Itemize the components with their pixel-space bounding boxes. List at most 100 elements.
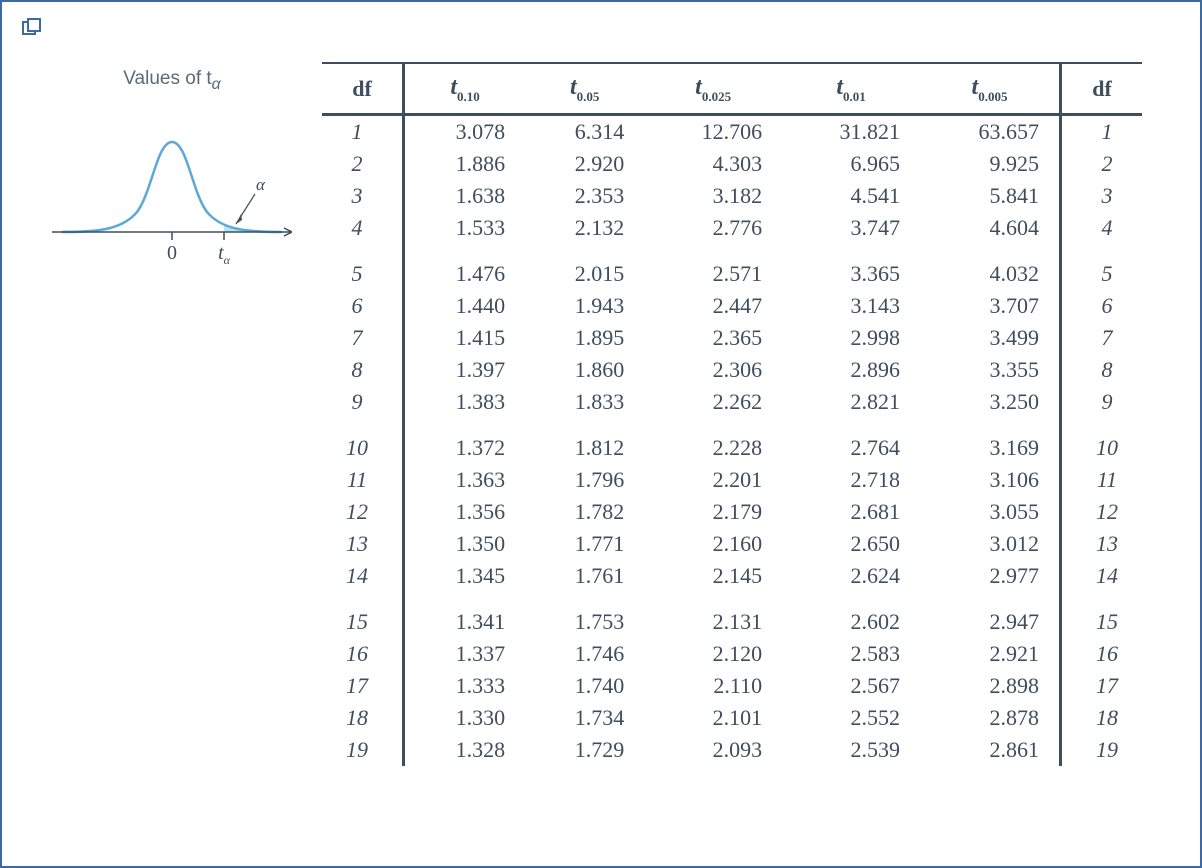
value-cell: 2.262 <box>644 386 782 418</box>
table-row: 131.3501.7712.1602.6503.01213 <box>322 528 1142 560</box>
value-cell: 2.353 <box>525 180 644 212</box>
table-row: 151.3411.7532.1312.6022.94715 <box>322 606 1142 638</box>
value-cell: 3.182 <box>644 180 782 212</box>
header-df-right: df <box>1061 63 1143 115</box>
df-cell-right: 5 <box>1061 258 1143 290</box>
value-cell: 3.250 <box>920 386 1061 418</box>
value-cell: 1.943 <box>525 290 644 322</box>
value-cell: 2.718 <box>782 464 920 496</box>
value-cell: 2.228 <box>644 432 782 464</box>
header-alpha-005: t0.05 <box>525 63 644 115</box>
table-row: 181.3301.7342.1012.5522.87818 <box>322 702 1142 734</box>
df-cell-left: 8 <box>322 354 404 386</box>
value-cell: 2.947 <box>920 606 1061 638</box>
left-panel: Values of tα 0 <box>42 62 302 766</box>
value-cell: 1.363 <box>404 464 526 496</box>
value-cell: 1.895 <box>525 322 644 354</box>
df-cell-right: 8 <box>1061 354 1143 386</box>
chart-ta-label: tα <box>218 242 231 267</box>
chart-alpha-arrow-head <box>236 214 242 224</box>
chart-zero-label: 0 <box>167 242 177 264</box>
df-cell-left: 19 <box>322 734 404 766</box>
df-cell-right: 14 <box>1061 560 1143 592</box>
value-cell: 1.333 <box>404 670 526 702</box>
value-cell: 1.740 <box>525 670 644 702</box>
value-cell: 2.650 <box>782 528 920 560</box>
df-cell-right: 7 <box>1061 322 1143 354</box>
df-cell-left: 5 <box>322 258 404 290</box>
df-cell-right: 15 <box>1061 606 1143 638</box>
value-cell: 1.833 <box>525 386 644 418</box>
table-row: 141.3451.7612.1452.6242.97714 <box>322 560 1142 592</box>
df-cell-left: 2 <box>322 148 404 180</box>
df-cell-left: 6 <box>322 290 404 322</box>
value-cell: 1.345 <box>404 560 526 592</box>
df-cell-left: 12 <box>322 496 404 528</box>
df-cell-left: 4 <box>322 212 404 244</box>
value-cell: 3.169 <box>920 432 1061 464</box>
value-cell: 2.921 <box>920 638 1061 670</box>
df-cell-left: 18 <box>322 702 404 734</box>
df-cell-right: 11 <box>1061 464 1143 496</box>
df-cell-left: 15 <box>322 606 404 638</box>
value-cell: 2.132 <box>525 212 644 244</box>
table-row: 171.3331.7402.1102.5672.89817 <box>322 670 1142 702</box>
table-row: 101.3721.8122.2282.7643.16910 <box>322 432 1142 464</box>
value-cell: 1.782 <box>525 496 644 528</box>
value-cell: 31.821 <box>782 115 920 149</box>
value-cell: 6.965 <box>782 148 920 180</box>
value-cell: 1.341 <box>404 606 526 638</box>
df-cell-left: 17 <box>322 670 404 702</box>
t-table-header-row: df t0.10t0.05t0.025t0.01t0.005df <box>322 63 1142 115</box>
df-cell-left: 9 <box>322 386 404 418</box>
df-cell-right: 19 <box>1061 734 1143 766</box>
value-cell: 1.440 <box>404 290 526 322</box>
value-cell: 2.145 <box>644 560 782 592</box>
popout-icon[interactable] <box>22 18 42 41</box>
value-cell: 2.920 <box>525 148 644 180</box>
value-cell: 2.539 <box>782 734 920 766</box>
value-cell: 1.886 <box>404 148 526 180</box>
value-cell: 1.638 <box>404 180 526 212</box>
df-cell-right: 18 <box>1061 702 1143 734</box>
value-cell: 2.977 <box>920 560 1061 592</box>
value-cell: 4.604 <box>920 212 1061 244</box>
t-table-head: df t0.10t0.05t0.025t0.01t0.005df <box>322 63 1142 115</box>
value-cell: 1.771 <box>525 528 644 560</box>
group-gap <box>322 244 1142 258</box>
value-cell: 2.015 <box>525 258 644 290</box>
t-distribution-chart: 0 tα α <box>52 112 292 272</box>
df-cell-left: 13 <box>322 528 404 560</box>
value-cell: 3.055 <box>920 496 1061 528</box>
df-cell-left: 1 <box>322 115 404 149</box>
value-cell: 3.143 <box>782 290 920 322</box>
table-row: 13.0786.31412.70631.82163.6571 <box>322 115 1142 149</box>
value-cell: 2.776 <box>644 212 782 244</box>
value-cell: 1.350 <box>404 528 526 560</box>
value-cell: 1.746 <box>525 638 644 670</box>
value-cell: 3.078 <box>404 115 526 149</box>
header-alpha-0025: t0.025 <box>644 63 782 115</box>
df-cell-left: 10 <box>322 432 404 464</box>
value-cell: 2.602 <box>782 606 920 638</box>
page-container: Values of tα 0 <box>0 0 1202 868</box>
value-cell: 1.812 <box>525 432 644 464</box>
value-cell: 3.106 <box>920 464 1061 496</box>
value-cell: 12.706 <box>644 115 782 149</box>
table-row: 111.3631.7962.2012.7183.10611 <box>322 464 1142 496</box>
chart-alpha-label: α <box>256 175 266 194</box>
value-cell: 6.314 <box>525 115 644 149</box>
chart-curve <box>62 142 282 232</box>
value-cell: 1.734 <box>525 702 644 734</box>
right-panel: df t0.10t0.05t0.025t0.01t0.005df 13.0786… <box>302 62 1160 766</box>
value-cell: 2.571 <box>644 258 782 290</box>
value-cell: 3.012 <box>920 528 1061 560</box>
value-cell: 2.998 <box>782 322 920 354</box>
df-cell-left: 14 <box>322 560 404 592</box>
value-cell: 1.337 <box>404 638 526 670</box>
value-cell: 2.896 <box>782 354 920 386</box>
header-alpha-010: t0.10 <box>404 63 526 115</box>
table-row: 41.5332.1322.7763.7474.6044 <box>322 212 1142 244</box>
value-cell: 2.201 <box>644 464 782 496</box>
df-cell-right: 12 <box>1061 496 1143 528</box>
